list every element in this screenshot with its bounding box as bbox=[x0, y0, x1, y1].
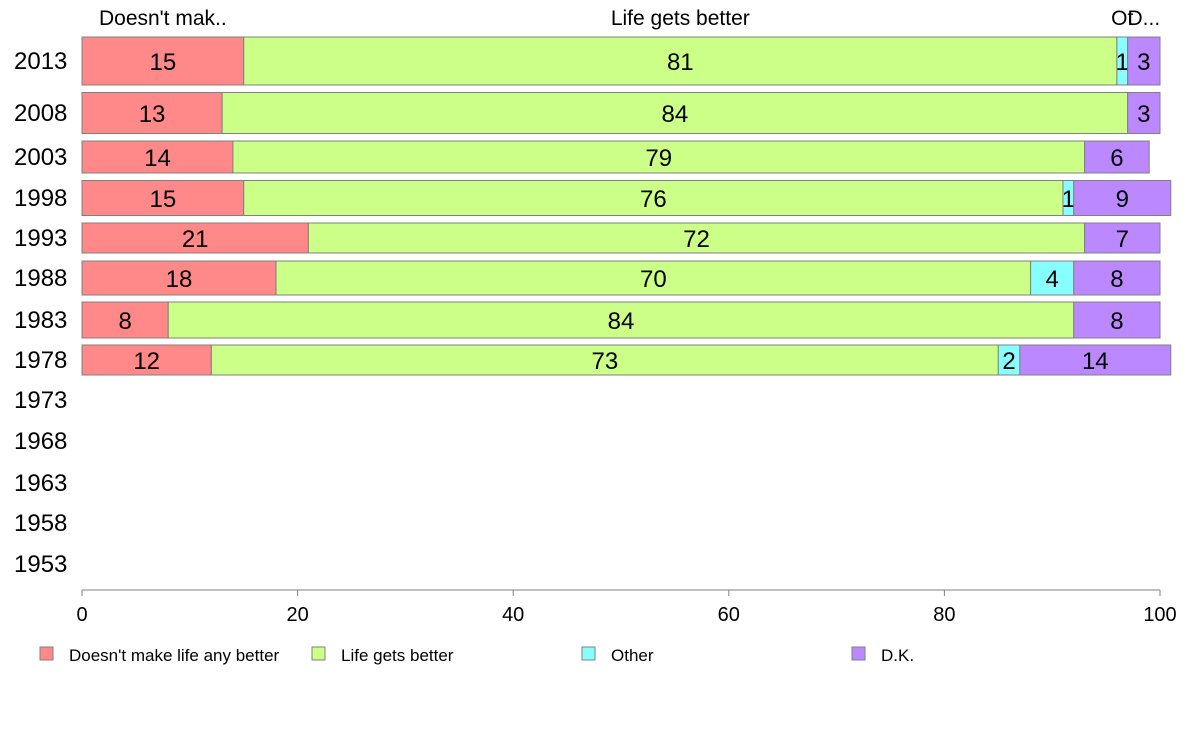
legend-swatch bbox=[581, 646, 596, 661]
category-label: 1993 bbox=[14, 225, 67, 252]
data-label: 84 bbox=[662, 101, 689, 128]
data-label: 8 bbox=[118, 308, 131, 335]
bar-segment bbox=[243, 180, 1064, 216]
x-tick-label: 80 bbox=[933, 604, 955, 626]
data-label: 15 bbox=[149, 186, 176, 213]
legend-swatch bbox=[311, 646, 326, 661]
series-header-label: Doesn't mak.. bbox=[99, 7, 227, 30]
category-label: 1998 bbox=[14, 185, 67, 212]
data-label: 84 bbox=[608, 308, 635, 335]
bar-segment bbox=[81, 180, 245, 216]
category-label: 2003 bbox=[14, 144, 67, 171]
legend-label: Doesn't make life any better bbox=[69, 646, 280, 665]
data-label: 18 bbox=[166, 266, 193, 293]
category-label: 2013 bbox=[14, 48, 67, 75]
bar-segment bbox=[1127, 36, 1161, 86]
category-label: 2008 bbox=[14, 100, 67, 127]
category-label: 1958 bbox=[14, 510, 67, 537]
bar-segment bbox=[81, 140, 234, 174]
x-tick-label: 20 bbox=[286, 604, 308, 626]
data-label: 73 bbox=[591, 348, 618, 375]
bar-segment bbox=[81, 301, 169, 339]
data-label: 7 bbox=[1116, 226, 1129, 253]
bar-segment bbox=[1019, 344, 1172, 376]
data-label: 4 bbox=[1046, 266, 1059, 293]
data-label: 8 bbox=[1110, 308, 1123, 335]
data-label: 8 bbox=[1110, 266, 1123, 293]
bar-segment bbox=[221, 92, 1129, 134]
data-label: 72 bbox=[683, 226, 710, 253]
bar-segment bbox=[1073, 301, 1161, 339]
data-label: 81 bbox=[667, 49, 694, 76]
x-tick-label: 40 bbox=[502, 604, 524, 626]
bar-segment bbox=[210, 344, 999, 376]
series-header-label: Ot bbox=[1111, 7, 1133, 30]
series-header-label: D... bbox=[1127, 7, 1160, 30]
data-label: 3 bbox=[1137, 49, 1150, 76]
data-label: 15 bbox=[149, 49, 176, 76]
data-label: 76 bbox=[640, 186, 667, 213]
legend-swatch bbox=[39, 646, 54, 661]
bar-segment bbox=[1084, 140, 1150, 174]
category-label: 1978 bbox=[14, 347, 67, 374]
data-label: 3 bbox=[1137, 101, 1150, 128]
bar-segment bbox=[243, 36, 1118, 86]
data-label: 9 bbox=[1116, 186, 1129, 213]
data-label: 1 bbox=[1116, 49, 1129, 76]
series-header-label: Life gets better bbox=[611, 7, 750, 30]
bar-segment bbox=[232, 140, 1086, 174]
bar-segment bbox=[1084, 222, 1161, 254]
data-label: 1 bbox=[1062, 186, 1075, 213]
data-label: 12 bbox=[133, 348, 160, 375]
data-label: 79 bbox=[645, 145, 672, 172]
x-tick-label: 60 bbox=[718, 604, 740, 626]
bar-segment bbox=[1073, 180, 1172, 216]
category-label: 1973 bbox=[14, 387, 67, 414]
category-label: 1953 bbox=[14, 551, 67, 578]
bar-segment bbox=[81, 260, 277, 296]
category-label: 1963 bbox=[14, 470, 67, 497]
data-label: 13 bbox=[139, 101, 166, 128]
bar-segment bbox=[81, 344, 212, 376]
legend-label: Other bbox=[611, 646, 654, 665]
bar-segment bbox=[81, 36, 245, 86]
data-label: 14 bbox=[1082, 348, 1109, 375]
data-label: 70 bbox=[640, 266, 667, 293]
legend-label: D.K. bbox=[881, 646, 914, 665]
category-label: 1988 bbox=[14, 265, 67, 292]
legend-swatch bbox=[851, 646, 866, 661]
bar-segment bbox=[81, 222, 309, 254]
data-label: 21 bbox=[182, 226, 209, 253]
data-label: 14 bbox=[144, 145, 171, 172]
category-label: 1983 bbox=[14, 307, 67, 334]
bar-segment bbox=[307, 222, 1086, 254]
bar-segment bbox=[1127, 92, 1161, 134]
bar-segment bbox=[1030, 260, 1075, 296]
x-tick-label: 0 bbox=[76, 604, 87, 626]
x-tick-label: 100 bbox=[1143, 604, 1176, 626]
category-label: 1968 bbox=[14, 428, 67, 455]
legend-label: Life gets better bbox=[341, 646, 454, 665]
data-label: 6 bbox=[1110, 145, 1123, 172]
bar-segment bbox=[275, 260, 1032, 296]
bar-segment bbox=[1073, 260, 1161, 296]
data-label: 2 bbox=[1002, 348, 1015, 375]
